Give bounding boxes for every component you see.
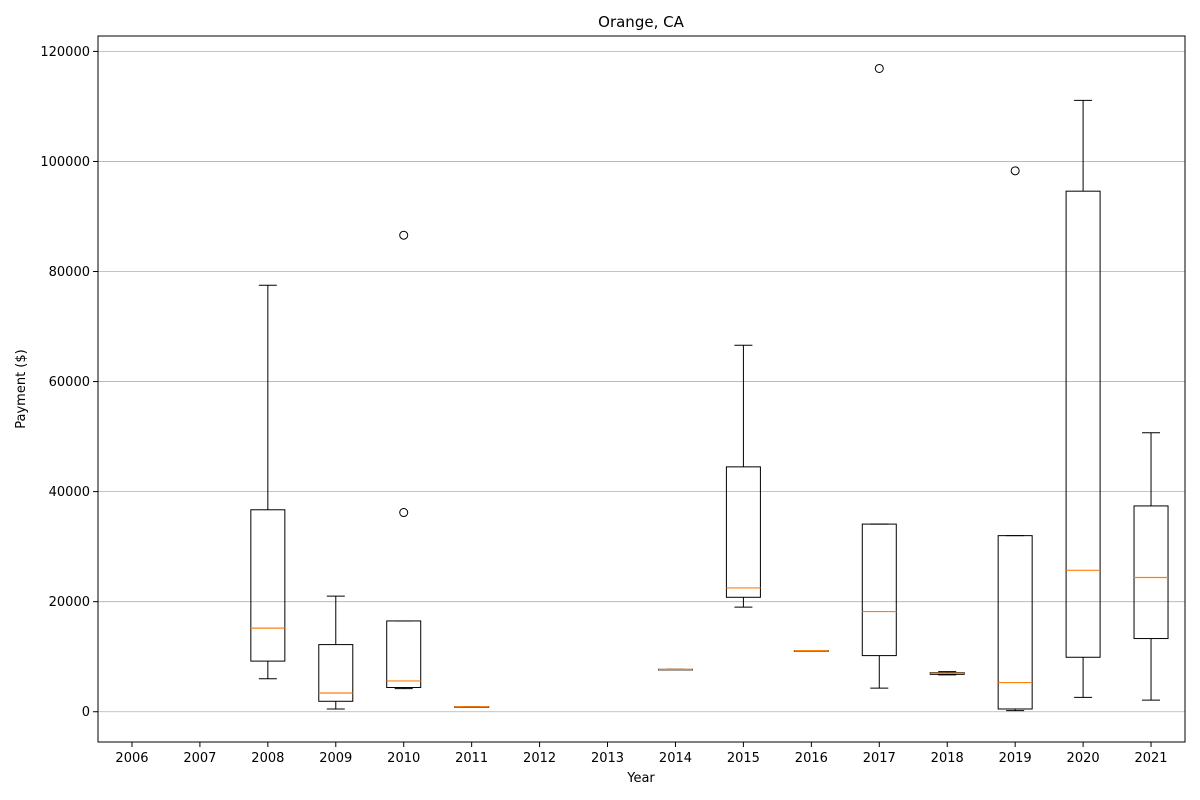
x-axis-label: Year [626, 771, 655, 786]
x-tick-label: 2010 [387, 751, 420, 766]
x-tick-label: 2008 [251, 751, 284, 766]
box-iqr [318, 644, 354, 702]
y-axis-label: Payment ($) [14, 349, 29, 428]
box-iqr [725, 466, 761, 598]
outlier-point [874, 63, 884, 73]
y-tick-label: 0 [82, 705, 90, 720]
x-tick-label: 2013 [591, 751, 624, 766]
box-2010 [386, 230, 422, 690]
outlier-point [399, 508, 409, 518]
box-2019 [997, 166, 1033, 712]
outlier-point [399, 230, 409, 240]
x-tick-label: 2020 [1067, 751, 1100, 766]
x-tick-label: 2017 [863, 751, 896, 766]
box-iqr [997, 535, 1033, 710]
x-tick-label: 2014 [659, 751, 692, 766]
x-tick-label: 2007 [183, 751, 216, 766]
x-tick-label: 2015 [727, 751, 760, 766]
y-tick-label: 60000 [49, 375, 90, 390]
x-tick-label: 2016 [795, 751, 828, 766]
box-2017 [861, 63, 897, 689]
box-2021 [1133, 432, 1169, 701]
x-tick-label: 2018 [931, 751, 964, 766]
box-2009 [318, 595, 354, 710]
box-2020 [1065, 99, 1101, 698]
box-2018 [929, 671, 965, 676]
box-2011 [454, 706, 490, 708]
y-tick-label: 40000 [49, 485, 90, 500]
x-tick-label: 2019 [999, 751, 1032, 766]
box-iqr [861, 523, 897, 657]
x-tick-label: 2009 [319, 751, 352, 766]
y-axis-ticks: 0 20000 40000 60000 80000 100000 120000 [40, 45, 98, 720]
x-tick-label: 2011 [455, 751, 488, 766]
outlier-point [1010, 166, 1020, 176]
x-tick-label: 2006 [115, 751, 148, 766]
grid-lines [98, 51, 1185, 713]
box-2014 [657, 668, 693, 671]
x-tick-label: 2012 [523, 751, 556, 766]
box-iqr [386, 620, 422, 689]
box-2015 [725, 344, 761, 608]
y-tick-label: 100000 [40, 155, 90, 170]
x-axis-ticks: 2006 2007 2008 2009 2010 2011 2012 2013 2014 2015… [115, 742, 1168, 766]
plot-area-frame [97, 35, 1186, 743]
box-2008 [250, 284, 286, 680]
boxes-layer [250, 63, 1169, 712]
box-iqr [1133, 505, 1169, 640]
chart-title: Orange, CA [598, 13, 684, 31]
y-tick-label: 120000 [40, 45, 90, 60]
y-tick-label: 80000 [49, 265, 90, 280]
box-iqr [1065, 190, 1101, 658]
box-iqr [250, 509, 286, 662]
x-tick-label: 2021 [1134, 751, 1167, 766]
y-tick-label: 20000 [49, 595, 90, 610]
box-2016 [793, 650, 829, 652]
